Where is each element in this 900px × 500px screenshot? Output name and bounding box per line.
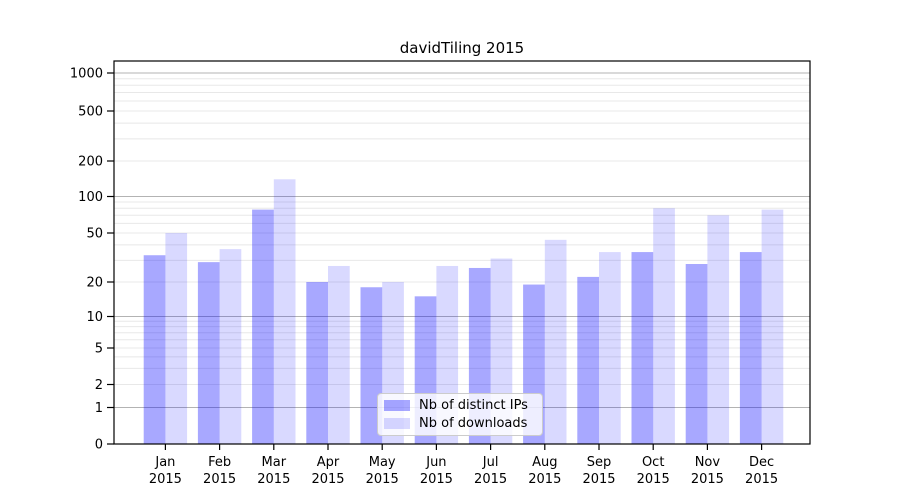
- bar-dec-downloads: [761, 209, 784, 444]
- x-tick-label-month: Jul: [482, 455, 499, 470]
- y-tick-label: 2: [95, 378, 103, 393]
- y-tick-label: 200: [78, 155, 103, 170]
- x-tick-label-year: 2015: [691, 472, 724, 487]
- x-tick-label-month: Mar: [262, 455, 287, 470]
- bar-sep-distinct-ips: [577, 276, 599, 444]
- bar-feb-distinct-ips: [197, 262, 220, 444]
- x-tick-label-year: 2015: [311, 472, 344, 487]
- x-tick-label-month: Jun: [425, 455, 446, 470]
- bar-nov-distinct-ips: [685, 264, 708, 444]
- bar-jan-downloads: [165, 233, 188, 444]
- x-tick-label-year: 2015: [582, 472, 615, 487]
- y-tick-label: 500: [78, 105, 103, 120]
- x-tick-label-month: Feb: [208, 455, 231, 470]
- x-tick-label-year: 2015: [149, 472, 182, 487]
- legend-label-distinct-ips: Nb of distinct IPs: [419, 398, 528, 414]
- legend-swatch-downloads: [384, 417, 410, 429]
- x-tick-label-month: May: [369, 455, 396, 470]
- bar-mar-distinct-ips: [252, 209, 274, 444]
- x-tick-label-month: Dec: [749, 455, 774, 470]
- x-tick-label-year: 2015: [745, 472, 778, 487]
- y-tick-label: 100: [78, 190, 103, 205]
- y-tick-label: 50: [86, 227, 103, 242]
- x-tick-label-month: Nov: [695, 455, 721, 470]
- bar-aug-downloads: [544, 239, 567, 444]
- bar-oct-distinct-ips: [631, 252, 654, 444]
- bar-apr-downloads: [328, 265, 350, 444]
- bar-jan-distinct-ips: [143, 255, 166, 444]
- y-tick-label: 0: [95, 438, 103, 453]
- x-tick-label-year: 2015: [203, 472, 236, 487]
- bar-apr-distinct-ips: [306, 282, 328, 444]
- legend-row-downloads: Nb of downloads: [384, 416, 536, 431]
- bar-sep-downloads: [599, 252, 621, 444]
- chart-title: davidTiling 2015: [399, 39, 525, 57]
- y-tick-label: 5: [95, 342, 103, 357]
- bar-nov-downloads: [707, 215, 730, 444]
- x-tick-label-year: 2015: [420, 472, 453, 487]
- y-tick-label: 10: [86, 310, 103, 325]
- bar-may-distinct-ips: [360, 287, 383, 444]
- x-tick-label-year: 2015: [257, 472, 290, 487]
- y-tick-label: 20: [86, 276, 103, 291]
- legend-row-distinct-ips: Nb of distinct IPs: [384, 398, 536, 413]
- x-tick-label-year: 2015: [528, 472, 561, 487]
- bar-mar-downloads: [273, 179, 296, 445]
- bar-oct-downloads: [653, 208, 675, 444]
- bar-feb-downloads: [219, 249, 242, 444]
- plot-frame: [113, 60, 811, 445]
- y-tick-label: 1: [95, 401, 103, 416]
- legend-label-downloads: Nb of downloads: [419, 415, 528, 431]
- x-tick-label-month: Oct: [642, 455, 664, 470]
- x-tick-label-year: 2015: [637, 472, 670, 487]
- x-tick-label-year: 2015: [366, 472, 399, 487]
- bar-dec-distinct-ips: [739, 252, 762, 444]
- legend: Nb of distinct IPs Nb of downloads: [377, 393, 543, 436]
- x-tick-label-month: Jan: [154, 455, 175, 470]
- x-tick-label-month: Aug: [532, 455, 557, 470]
- y-tick-label: 1000: [70, 67, 103, 82]
- x-tick-label-month: Sep: [587, 455, 612, 470]
- x-tick-label-year: 2015: [474, 472, 507, 487]
- legend-swatch-distinct-ips: [384, 400, 410, 412]
- x-tick-label-month: Apr: [317, 455, 340, 470]
